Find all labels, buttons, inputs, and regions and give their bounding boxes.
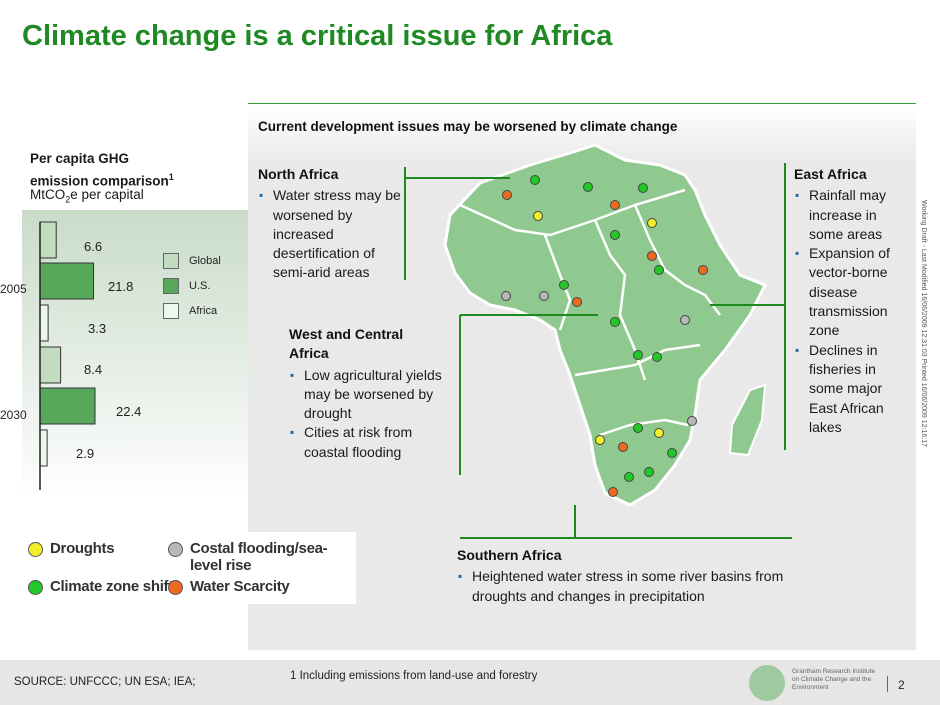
water-marker-icon xyxy=(610,200,620,210)
water-marker-icon xyxy=(618,442,628,452)
water-marker-icon xyxy=(608,487,618,497)
drought-marker-icon xyxy=(28,542,43,557)
climate-marker-icon xyxy=(644,467,654,477)
border-6 xyxy=(599,418,689,437)
drought-marker-icon xyxy=(654,428,664,438)
page-separator xyxy=(887,676,888,692)
southern-africa-block: Southern Africa Heightened water stress … xyxy=(457,546,802,606)
value-label-africa-2030: 2.9 xyxy=(76,446,95,461)
east-africa-block: East Africa Rainfall may increase in som… xyxy=(794,165,912,437)
border-1 xyxy=(459,188,686,237)
climate-zone-marker-icon xyxy=(28,580,43,595)
climate-marker-icon xyxy=(624,472,634,482)
border-4 xyxy=(633,204,721,316)
climate-marker-icon xyxy=(633,350,643,360)
climate-marker-icon xyxy=(559,280,569,290)
west-africa-title-line1: West and Central xyxy=(289,326,404,342)
climate-marker-icon xyxy=(667,448,677,458)
east-africa-bullet-3: Declines in fisheries in some major East… xyxy=(794,341,912,437)
east-africa-bullet-2: Expansion of vector-borne disease transm… xyxy=(794,244,912,340)
footnote-marker: 1 xyxy=(168,172,174,182)
climate-marker-icon xyxy=(633,423,643,433)
value-label-africa-2005: 3.3 xyxy=(88,321,107,336)
legend-label-global: Global xyxy=(189,255,221,267)
southern-africa-title: Southern Africa xyxy=(457,547,562,563)
value-label-global-2030: 8.4 xyxy=(84,362,103,377)
africa-map xyxy=(443,143,768,507)
unit-post: e per capital xyxy=(70,187,144,202)
drought-marker-icon xyxy=(533,211,543,221)
marker-legend: Droughts Climate zone shifts Costal floo… xyxy=(22,532,356,604)
coastal-flooding-marker-icon xyxy=(168,542,183,557)
climate-marker-icon xyxy=(638,183,648,193)
climate-marker-icon xyxy=(530,175,540,185)
east-africa-bullet-1: Rainfall may increase in some areas xyxy=(794,186,912,244)
north-africa-block: North Africa Water stress may be worsene… xyxy=(258,165,403,283)
climate-marker-icon xyxy=(583,182,593,192)
climate-marker-icon xyxy=(652,352,662,362)
year-label-2030: 2030 xyxy=(0,408,27,422)
coastal-marker-icon xyxy=(539,291,549,301)
side-note: Working Draft - Last Modified 16/06/2009… xyxy=(920,200,927,447)
border-5 xyxy=(574,343,701,377)
legend-swatch-us xyxy=(163,278,179,294)
chart-heading: Per capita GHG emission comparison1 xyxy=(30,150,174,191)
climate-marker-icon xyxy=(610,317,620,327)
chart-heading-line1: Per capita GHG xyxy=(30,151,130,166)
southern-africa-bullet: Heightened water stress in some river ba… xyxy=(457,567,802,606)
water-marker-icon xyxy=(502,190,512,200)
west-africa-title-line2: Africa xyxy=(289,345,329,362)
legend-swatch-global xyxy=(163,253,179,269)
coastal-marker-icon xyxy=(687,416,697,426)
coastal-marker-icon xyxy=(501,291,511,301)
climate-marker-icon xyxy=(654,265,664,275)
east-africa-title: East Africa xyxy=(794,166,867,182)
west-central-africa-block: West and Central Africa Low agricultural… xyxy=(289,325,459,462)
water-scarcity-marker-icon xyxy=(168,580,183,595)
value-label-global-2005: 6.6 xyxy=(84,239,103,254)
logo-text: Grantham Research Institute on Climate C… xyxy=(792,668,876,691)
legend-label-africa: Africa xyxy=(189,305,218,317)
chart-heading-text: emission comparison xyxy=(30,173,169,189)
drought-marker-icon xyxy=(595,435,605,445)
chart-unit: MtCO2e per capital xyxy=(30,187,144,205)
unit-sub: 2 xyxy=(65,194,71,205)
north-africa-bullet: Water stress may be worsened by increase… xyxy=(258,186,403,282)
year-label-2005: 2005 xyxy=(0,282,27,296)
bar-us-2005 xyxy=(39,262,95,300)
coastal-marker-icon xyxy=(680,315,690,325)
value-label-us-2030: 22.4 xyxy=(116,404,142,419)
drought-marker-icon xyxy=(647,218,657,228)
bar-us-2030 xyxy=(39,387,96,425)
water-marker-icon xyxy=(572,297,582,307)
legend-climate-zone: Climate zone shifts xyxy=(50,578,181,595)
emission-bar-chart xyxy=(39,221,96,490)
water-marker-icon xyxy=(647,251,657,261)
legend-swatch-africa xyxy=(163,303,179,319)
grantham-logo-icon xyxy=(749,665,785,701)
climate-marker-icon xyxy=(610,230,620,240)
footnote: 1 Including emissions from land-use and … xyxy=(290,670,538,682)
chart-heading-line2: emission comparison1 xyxy=(30,168,174,191)
legend-water: Water Scarcity xyxy=(190,578,290,595)
west-africa-bullet-2: Cities at risk from coastal flooding xyxy=(289,423,459,462)
north-africa-title: North Africa xyxy=(258,166,339,182)
value-label-us-2005: 21.8 xyxy=(108,279,134,294)
page-number: 2 xyxy=(898,678,905,692)
source-text: SOURCE: UNFCCC; UN ESA; IEA; xyxy=(14,676,196,688)
panel-heading: Current development issues may be worsen… xyxy=(258,119,678,134)
madagascar xyxy=(728,383,767,457)
legend-coastal: Costal flooding/sea-level rise xyxy=(190,540,328,574)
slide-title: Climate change is a critical issue for A… xyxy=(22,20,613,52)
water-marker-icon xyxy=(698,265,708,275)
unit-pre: MtCO xyxy=(30,187,66,202)
legend-droughts: Droughts xyxy=(50,540,115,557)
legend-label-us: U.S. xyxy=(189,280,211,292)
west-africa-bullet-1: Low agricultural yields may be worsened … xyxy=(289,366,459,424)
africa-mainland xyxy=(443,143,768,507)
